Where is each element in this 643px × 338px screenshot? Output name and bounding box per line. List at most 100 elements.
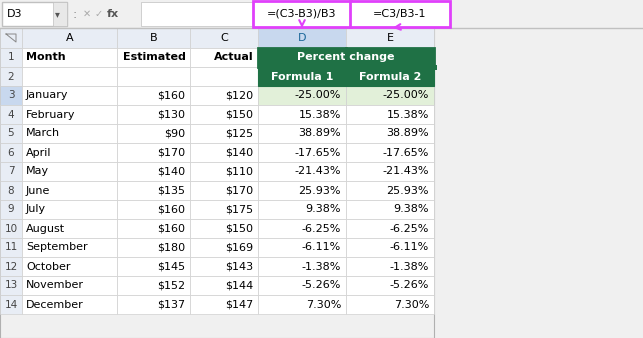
Text: $152: $152 bbox=[157, 281, 185, 290]
Bar bbox=[22, 67, 117, 86]
Bar bbox=[190, 181, 258, 200]
Bar bbox=[346, 105, 434, 124]
Text: October: October bbox=[26, 262, 71, 271]
Bar bbox=[258, 257, 346, 276]
Bar bbox=[117, 86, 190, 105]
Text: D: D bbox=[298, 33, 306, 43]
Bar bbox=[190, 200, 258, 219]
Bar bbox=[258, 124, 346, 143]
Bar bbox=[22, 124, 117, 143]
Bar bbox=[117, 143, 190, 162]
Text: -1.38%: -1.38% bbox=[390, 262, 429, 271]
Bar bbox=[22, 86, 117, 105]
Bar bbox=[22, 276, 117, 295]
Bar bbox=[350, 1, 450, 27]
Bar bbox=[117, 257, 190, 276]
Text: A: A bbox=[66, 33, 73, 43]
Text: -6.25%: -6.25% bbox=[390, 223, 429, 234]
Text: 15.38%: 15.38% bbox=[298, 110, 341, 120]
Text: 7.30%: 7.30% bbox=[305, 299, 341, 310]
Text: -21.43%: -21.43% bbox=[294, 167, 341, 176]
Bar bbox=[258, 219, 346, 238]
Bar bbox=[0, 295, 22, 314]
Text: $150: $150 bbox=[225, 110, 253, 120]
Text: =(C3-B3)/B3: =(C3-B3)/B3 bbox=[267, 9, 337, 19]
Bar bbox=[117, 276, 190, 295]
Text: ▾: ▾ bbox=[55, 9, 59, 19]
Bar bbox=[190, 257, 258, 276]
Bar bbox=[258, 200, 346, 219]
Bar bbox=[0, 257, 22, 276]
Bar bbox=[141, 2, 253, 26]
Bar bbox=[0, 28, 22, 48]
Text: Formula 1: Formula 1 bbox=[271, 72, 333, 81]
Bar bbox=[258, 67, 346, 86]
Text: -21.43%: -21.43% bbox=[383, 167, 429, 176]
Text: $160: $160 bbox=[157, 91, 185, 100]
Bar bbox=[190, 124, 258, 143]
Bar bbox=[22, 48, 117, 67]
Bar bbox=[117, 295, 190, 314]
Text: -6.25%: -6.25% bbox=[302, 223, 341, 234]
Bar bbox=[117, 162, 190, 181]
Text: $135: $135 bbox=[157, 186, 185, 195]
Bar bbox=[346, 181, 434, 200]
Text: -17.65%: -17.65% bbox=[294, 147, 341, 158]
Bar bbox=[346, 219, 434, 238]
Text: 2: 2 bbox=[8, 72, 14, 81]
Bar bbox=[117, 67, 190, 86]
Text: $137: $137 bbox=[157, 299, 185, 310]
Bar bbox=[0, 28, 434, 338]
Text: 25.93%: 25.93% bbox=[298, 186, 341, 195]
Bar bbox=[22, 257, 117, 276]
Text: -5.26%: -5.26% bbox=[390, 281, 429, 290]
Text: April: April bbox=[26, 147, 51, 158]
Bar bbox=[190, 143, 258, 162]
Text: 13: 13 bbox=[5, 281, 17, 290]
Text: $110: $110 bbox=[225, 167, 253, 176]
Text: $130: $130 bbox=[157, 110, 185, 120]
Bar bbox=[53, 2, 67, 26]
Bar bbox=[258, 162, 346, 181]
Bar bbox=[0, 238, 22, 257]
Text: November: November bbox=[26, 281, 84, 290]
Text: 1: 1 bbox=[8, 52, 14, 63]
Text: 8: 8 bbox=[8, 186, 14, 195]
Text: $120: $120 bbox=[225, 91, 253, 100]
Text: July: July bbox=[26, 204, 46, 215]
Text: February: February bbox=[26, 110, 75, 120]
Bar bbox=[346, 124, 434, 143]
Text: 4: 4 bbox=[8, 110, 14, 120]
Bar bbox=[117, 124, 190, 143]
Bar bbox=[22, 162, 117, 181]
Bar bbox=[343, 65, 349, 70]
Bar bbox=[190, 105, 258, 124]
Text: $160: $160 bbox=[157, 223, 185, 234]
Bar bbox=[190, 295, 258, 314]
Bar bbox=[117, 238, 190, 257]
Text: 9.38%: 9.38% bbox=[394, 204, 429, 215]
Bar bbox=[0, 48, 22, 67]
Text: 6: 6 bbox=[8, 147, 14, 158]
Bar bbox=[117, 48, 190, 67]
Text: :: : bbox=[73, 7, 77, 21]
Text: $150: $150 bbox=[225, 223, 253, 234]
Text: $90: $90 bbox=[164, 128, 185, 139]
Bar bbox=[190, 238, 258, 257]
Text: $140: $140 bbox=[225, 147, 253, 158]
Text: January: January bbox=[26, 91, 69, 100]
Bar bbox=[117, 200, 190, 219]
Bar bbox=[2, 2, 67, 26]
Text: May: May bbox=[26, 167, 49, 176]
Bar bbox=[346, 143, 434, 162]
Bar bbox=[253, 1, 351, 27]
Bar bbox=[346, 295, 434, 314]
Bar bbox=[190, 48, 258, 67]
Bar bbox=[22, 105, 117, 124]
Text: $170: $170 bbox=[225, 186, 253, 195]
Text: $160: $160 bbox=[157, 204, 185, 215]
Bar bbox=[346, 238, 434, 257]
Bar bbox=[0, 105, 22, 124]
Text: 7: 7 bbox=[8, 167, 14, 176]
Bar bbox=[22, 28, 117, 48]
